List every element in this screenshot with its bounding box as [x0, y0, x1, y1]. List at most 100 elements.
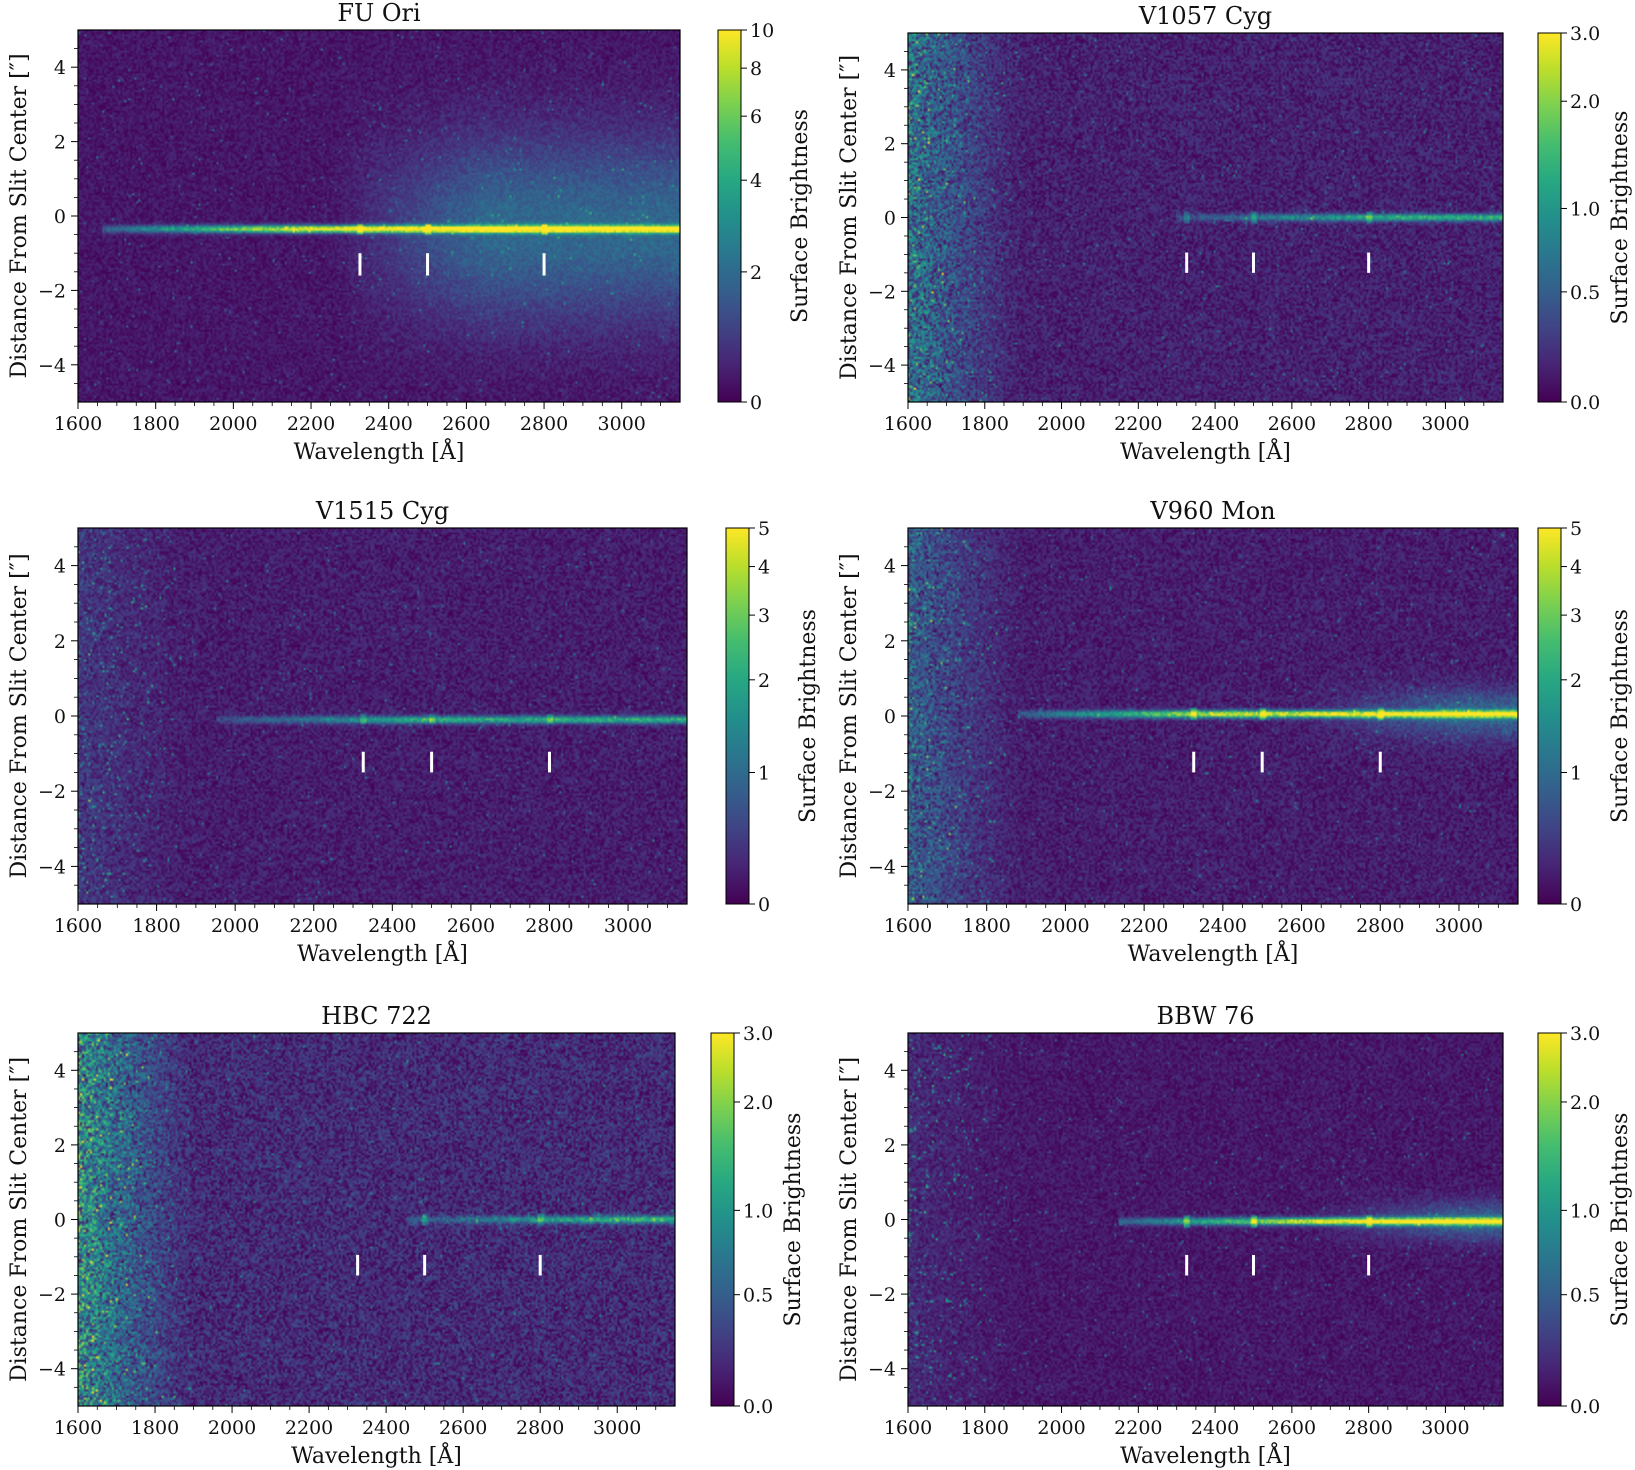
colorbar-label: Surface Brightness	[796, 609, 821, 823]
heatmap-image	[78, 528, 687, 904]
colorbar	[1537, 527, 1562, 905]
y-tick-label: 0	[884, 208, 896, 230]
x-tick-label: 1800	[961, 413, 1009, 435]
y-axis-label: Distance From Slit Center [″]	[7, 553, 32, 878]
x-tick-label: 1800	[132, 915, 180, 937]
x-tick-label: 2400	[1199, 915, 1247, 937]
y-tick-label: 4	[884, 556, 896, 578]
y-tick-label: −2	[38, 781, 66, 803]
colorbar-tick-label: 1	[758, 762, 770, 784]
y-tick-label: 2	[54, 1135, 66, 1157]
colorbar-tick-label: 2	[758, 670, 770, 692]
colorbar-tick-label: 1.0	[1570, 198, 1600, 220]
colorbar-tick-label: 0.0	[743, 1396, 773, 1418]
colorbar	[1537, 32, 1562, 403]
x-tick-label: 3000	[598, 413, 646, 435]
heatmap-image	[908, 1033, 1503, 1406]
y-tick-label: −2	[38, 1284, 66, 1306]
x-tick-label: 3000	[593, 1417, 641, 1439]
chart-title: V1515 Cyg	[315, 497, 449, 525]
x-tick-label: 2800	[520, 413, 568, 435]
x-tick-label: 1600	[884, 413, 932, 435]
y-tick-label: 4	[54, 1060, 66, 1082]
colorbar-tick-label: 4	[758, 557, 770, 579]
y-tick-label: 2	[884, 134, 896, 156]
colorbar-tick-label: 0.0	[1570, 392, 1600, 414]
y-axis-label: Distance From Slit Center [″]	[7, 53, 32, 378]
colorbar	[1537, 1032, 1562, 1407]
x-tick-label: 3000	[1435, 915, 1483, 937]
x-tick-label: 2400	[1191, 413, 1239, 435]
colorbar-tick-label: 0	[1570, 894, 1582, 916]
y-tick-label: −2	[38, 280, 66, 302]
x-tick-label: 1600	[54, 1417, 102, 1439]
x-tick-label: 2200	[1114, 1417, 1162, 1439]
y-tick-label: −4	[38, 355, 66, 377]
x-axis-label: Wavelength [Å]	[297, 939, 468, 967]
x-axis-label: Wavelength [Å]	[291, 1441, 462, 1469]
colorbar-tick-label: 3.0	[1570, 1023, 1600, 1045]
chart-title: FU Ori	[337, 0, 421, 27]
colorbar	[710, 1032, 735, 1407]
colorbar-label: Surface Brightness	[1608, 609, 1633, 823]
heatmap-image	[78, 1033, 675, 1406]
x-tick-label: 1800	[961, 1417, 1009, 1439]
x-tick-label: 2400	[1191, 1417, 1239, 1439]
y-tick-label: 4	[884, 60, 896, 82]
y-tick-label: −2	[868, 281, 896, 303]
x-tick-label: 2800	[516, 1417, 564, 1439]
colorbar-tick-label: 8	[750, 58, 762, 80]
colorbar	[717, 29, 742, 403]
x-tick-label: 2200	[287, 413, 335, 435]
colorbar-tick-label: 0	[750, 392, 762, 414]
colorbar-tick-label: 5	[1570, 518, 1582, 540]
x-tick-label: 2600	[1268, 1417, 1316, 1439]
y-tick-label: 0	[884, 706, 896, 728]
y-tick-label: 2	[54, 631, 66, 653]
x-tick-label: 2600	[1277, 915, 1325, 937]
x-tick-label: 1800	[963, 915, 1011, 937]
colorbar-label: Surface Brightness	[1608, 111, 1633, 325]
chart-title: V960 Mon	[1149, 497, 1275, 525]
x-tick-label: 3000	[604, 915, 652, 937]
x-tick-label: 2000	[208, 1417, 256, 1439]
colorbar-tick-label: 3.0	[743, 1023, 773, 1045]
colorbar-tick-label: 2.0	[1570, 91, 1600, 113]
colorbar-tick-label: 2.0	[743, 1092, 773, 1114]
y-tick-label: −4	[868, 355, 896, 377]
colorbar-tick-label: 2	[1570, 670, 1582, 692]
y-axis-label: Distance From Slit Center [″]	[837, 1057, 862, 1382]
y-tick-label: −4	[38, 856, 66, 878]
x-tick-label: 2600	[439, 1417, 487, 1439]
y-tick-label: −4	[38, 1359, 66, 1381]
x-tick-label: 3000	[1421, 413, 1469, 435]
colorbar-tick-label: 1	[1570, 762, 1582, 784]
colorbar-label: Surface Brightness	[781, 1113, 806, 1327]
colorbar-label: Surface Brightness	[1608, 1113, 1633, 1327]
colorbar-tick-label: 0	[758, 894, 770, 916]
x-tick-label: 2600	[442, 413, 490, 435]
x-tick-label: 2000	[211, 915, 259, 937]
colorbar-tick-label: 0.5	[743, 1285, 773, 1307]
colorbar-tick-label: 2.0	[1570, 1092, 1600, 1114]
x-tick-label: 2000	[1037, 413, 1085, 435]
x-axis-label: Wavelength [Å]	[294, 437, 465, 465]
x-tick-label: 1600	[54, 413, 102, 435]
colorbar-tick-label: 0.5	[1570, 282, 1600, 304]
colorbar-tick-label: 3	[1570, 605, 1582, 627]
y-tick-label: 4	[884, 1060, 896, 1082]
x-tick-label: 1600	[884, 915, 932, 937]
x-tick-label: 2400	[362, 1417, 410, 1439]
x-tick-label: 2400	[368, 915, 416, 937]
x-axis-label: Wavelength [Å]	[1120, 1441, 1291, 1469]
x-axis-label: Wavelength [Å]	[1128, 939, 1299, 967]
y-tick-label: 0	[54, 706, 66, 728]
x-tick-label: 2800	[525, 915, 573, 937]
y-tick-label: 2	[884, 631, 896, 653]
x-tick-label: 1800	[131, 1417, 179, 1439]
colorbar	[725, 527, 750, 905]
y-tick-label: −4	[868, 856, 896, 878]
colorbar-tick-label: 0.5	[1570, 1285, 1600, 1307]
y-tick-label: 4	[54, 57, 66, 79]
